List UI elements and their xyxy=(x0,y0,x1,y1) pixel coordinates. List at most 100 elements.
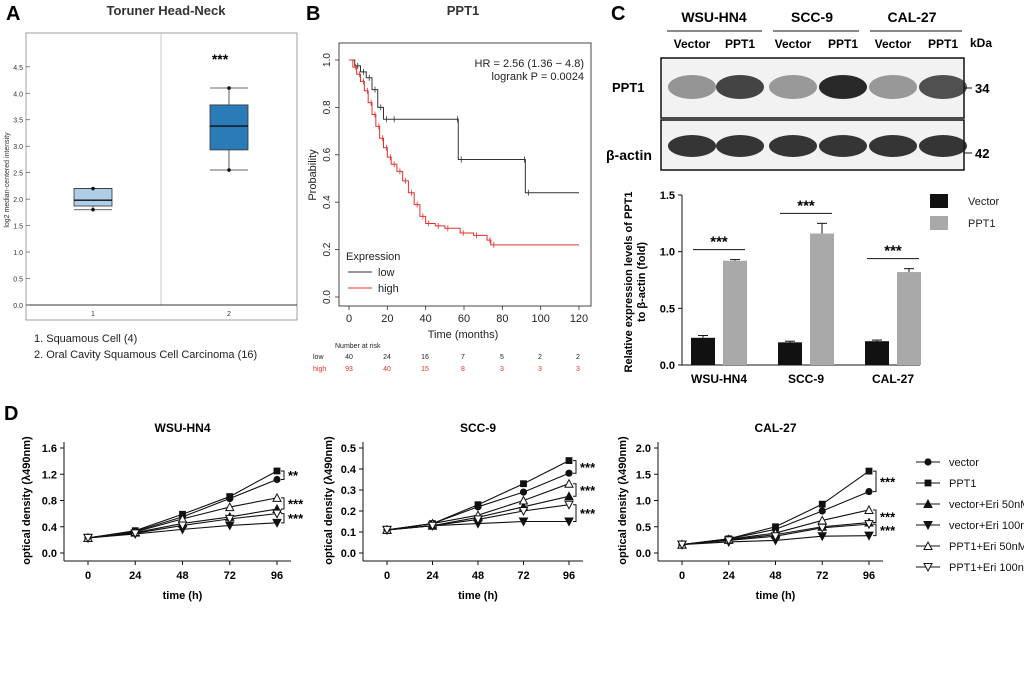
c-category-label: CAL-27 xyxy=(872,372,914,386)
d-chart-wsu-hn4: WSU-HN4 0.0 0.4 0.8 1.2 1.6 0 24 48 72 96 time (h) o… xyxy=(21,421,304,602)
c-blot1-band xyxy=(919,75,967,99)
d-xtick-label: 48 xyxy=(176,570,188,582)
d-marker xyxy=(924,458,932,466)
d-ytick-label: 0.0 xyxy=(42,548,57,560)
d-ylabel: optical density (λ490nm) xyxy=(617,436,629,565)
a-point-min xyxy=(91,207,95,212)
panel-a-significance: *** xyxy=(212,51,229,67)
b-risk-high-value: 93 xyxy=(345,366,353,373)
c-blot1-band xyxy=(869,75,917,99)
panel-d: D WSU-HN4 0.0 0.4 0.8 1.2 1.6 0 24 48 72 96 time (h… xyxy=(4,403,1024,602)
panel-a-frame xyxy=(25,32,298,321)
d-sig-bracket xyxy=(873,470,877,493)
d-marker xyxy=(226,493,234,500)
c-lane-label: Vector xyxy=(775,37,812,51)
d-ytick-label: 1.6 xyxy=(42,443,57,455)
b-curve-low xyxy=(349,59,579,194)
d-chart-cal-27: CAL-27 0.0 0.5 1.0 1.5 2.0 0 24 48 72 96 time (h) op… xyxy=(617,421,896,602)
d-xlabel: time (h) xyxy=(756,590,796,602)
c-lane-label: PPT1 xyxy=(828,37,858,51)
b-risk-high-value: 3 xyxy=(576,366,580,373)
c-lane-label: PPT1 xyxy=(928,37,958,51)
a-point-min xyxy=(227,168,231,172)
d-marker xyxy=(723,536,734,546)
d-ytick-label: 0.2 xyxy=(341,506,356,518)
d-significance: *** xyxy=(580,460,596,475)
d-xlabel: time (h) xyxy=(458,590,498,602)
b-risk-low-value: 40 xyxy=(345,354,353,361)
d-ytick-label: 1.2 xyxy=(42,469,57,481)
b-ytick-label: 0.8 xyxy=(322,100,333,114)
d-marker xyxy=(923,563,933,573)
panel-d-legend: vector PPT1 vector+Eri 50nM vector+Eri 100n… xyxy=(916,457,1024,574)
d-significance: *** xyxy=(580,506,596,521)
panel-a-letter: A xyxy=(6,3,20,25)
panel-c-blot2-kda: 42 xyxy=(975,146,989,161)
a-ytick-label: 4.0 xyxy=(13,91,23,98)
a-ytick-label: 2.5 xyxy=(13,171,23,178)
a-ytick-label: 3.0 xyxy=(13,144,23,151)
c-bar-vector xyxy=(865,341,889,365)
d-legend-label: vector+Eri 50nM xyxy=(949,499,1024,511)
d-marker xyxy=(518,495,529,505)
d-ytick-label: 0.0 xyxy=(636,548,651,560)
d-marker xyxy=(770,532,781,542)
d-xtick-label: 24 xyxy=(723,570,736,582)
d-marker xyxy=(130,529,141,539)
d-title: SCC-9 xyxy=(460,421,496,435)
d-legend-label: vector+Eri 100nM xyxy=(949,520,1024,532)
b-risk-low-value: 2 xyxy=(538,354,542,361)
d-marker xyxy=(818,500,826,508)
c-lane-label: PPT1 xyxy=(725,37,755,51)
a-ytick-label: 4.5 xyxy=(13,65,23,72)
d-marker xyxy=(565,457,573,464)
panel-b-legend-title: Expression xyxy=(346,251,400,263)
d-ytick-label: 0.8 xyxy=(42,496,57,508)
panel-c: C WSU-HN4 SCC-9 CAL-27 Vector PPT1 Vector P… xyxy=(606,3,1000,386)
d-sig-bracket xyxy=(873,523,877,537)
panel-b-letter: B xyxy=(306,3,320,25)
d-ylabel: optical density (λ490nm) xyxy=(21,436,33,565)
d-significance: *** xyxy=(288,511,304,526)
d-xtick-label: 0 xyxy=(85,570,91,582)
c-blot1-band xyxy=(819,75,867,99)
d-marker xyxy=(273,467,281,475)
d-xtick-label: 72 xyxy=(224,570,236,582)
c-significance: *** xyxy=(710,234,728,251)
c-bar-ppt1 xyxy=(723,260,747,365)
d-xtick-label: 96 xyxy=(563,570,575,582)
a-box xyxy=(209,104,249,151)
d-marker xyxy=(818,507,826,515)
d-sig-bracket xyxy=(573,483,577,497)
panel-b-risk-title: Number at risk xyxy=(335,343,381,350)
d-title: CAL-27 xyxy=(754,421,796,435)
c-lane-label: Vector xyxy=(875,37,912,51)
d-ytick-label: 0.5 xyxy=(341,443,356,455)
panel-b-risk-table: 40 24 16 7 5 2 2 93 40 15 8 3 3 3 xyxy=(345,354,580,373)
d-marker xyxy=(564,517,574,527)
b-risk-high-value: 15 xyxy=(421,366,429,373)
d-ytick-label: 0.1 xyxy=(341,527,356,539)
b-risk-low-value: 7 xyxy=(461,354,465,361)
d-significance: *** xyxy=(288,496,304,511)
panel-c-blot1-bands xyxy=(668,75,967,99)
panel-c-cell-wsu: WSU-HN4 xyxy=(681,9,747,25)
b-risk-low-value: 5 xyxy=(500,354,504,361)
d-xlabel: time (h) xyxy=(163,590,203,602)
d-legend-label: PPT1+Eri 50nM xyxy=(949,541,1024,553)
d-ytick-label: 0.3 xyxy=(341,485,356,497)
d-xtick-label: 48 xyxy=(769,570,781,582)
d-marker xyxy=(864,504,874,514)
d-marker xyxy=(272,509,282,519)
a-point-max xyxy=(227,86,231,90)
panel-b-logrank: logrank P = 0.0024 xyxy=(492,71,584,83)
b-xtick-label: 20 xyxy=(381,313,393,325)
d-xtick-label: 24 xyxy=(426,570,439,582)
d-marker xyxy=(273,475,281,484)
d-marker xyxy=(923,498,933,508)
d-ytick-label: 2.0 xyxy=(636,443,651,455)
b-risk-high-value: 8 xyxy=(461,366,465,373)
d-marker xyxy=(817,523,828,533)
b-xtick-label: 0 xyxy=(346,313,352,325)
